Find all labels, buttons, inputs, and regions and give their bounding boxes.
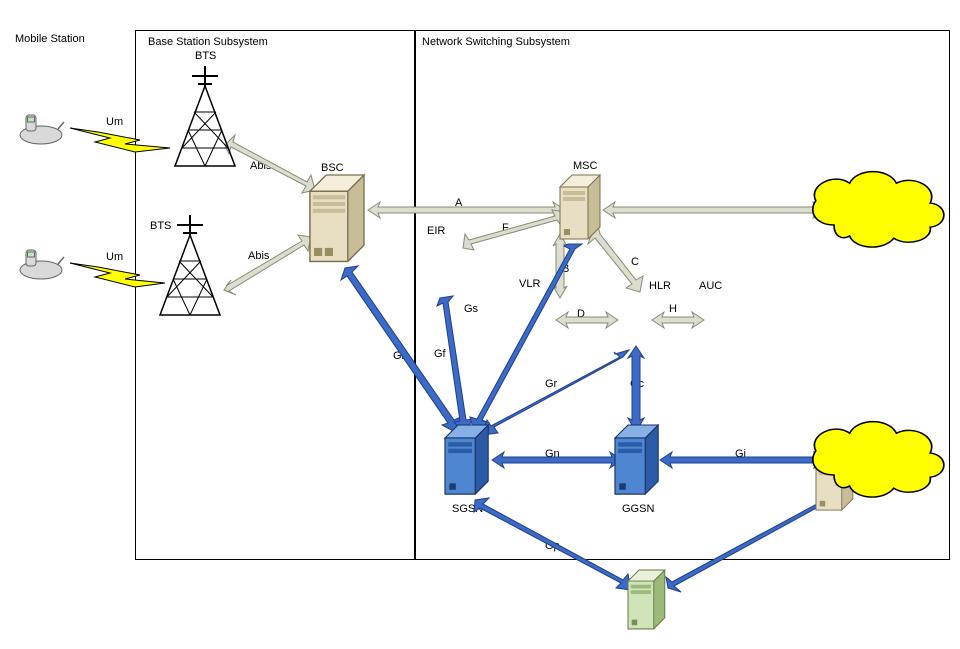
node-sgsn — [445, 425, 488, 494]
edge-h — [652, 312, 704, 328]
edge-abis1 — [225, 135, 315, 193]
node-pstn — [813, 172, 944, 247]
edge-c — [588, 226, 643, 292]
edge-gs — [470, 244, 582, 432]
node-bts1 — [175, 66, 235, 166]
node-ggsn — [615, 425, 658, 494]
edge-gr — [482, 350, 629, 435]
node-bsc — [310, 175, 364, 261]
edge-a — [368, 202, 565, 218]
diagram-svg — [0, 0, 960, 649]
edge-gp — [474, 498, 631, 590]
edge-abis2 — [224, 235, 311, 295]
edge-gc — [628, 346, 644, 432]
edge-gb — [341, 266, 461, 432]
edge-gi — [660, 452, 829, 468]
edge-gn — [492, 452, 622, 468]
node-ms2 — [20, 250, 64, 279]
edge-um2 — [70, 263, 165, 287]
edge-d — [556, 312, 618, 328]
node-ms1 — [20, 115, 64, 144]
edge-f — [463, 210, 567, 250]
node-msc — [560, 175, 600, 239]
node-bts2 — [160, 215, 220, 315]
node-bg — [628, 570, 665, 629]
edge-um1 — [70, 128, 170, 152]
edge-msc-pstn — [603, 202, 828, 218]
